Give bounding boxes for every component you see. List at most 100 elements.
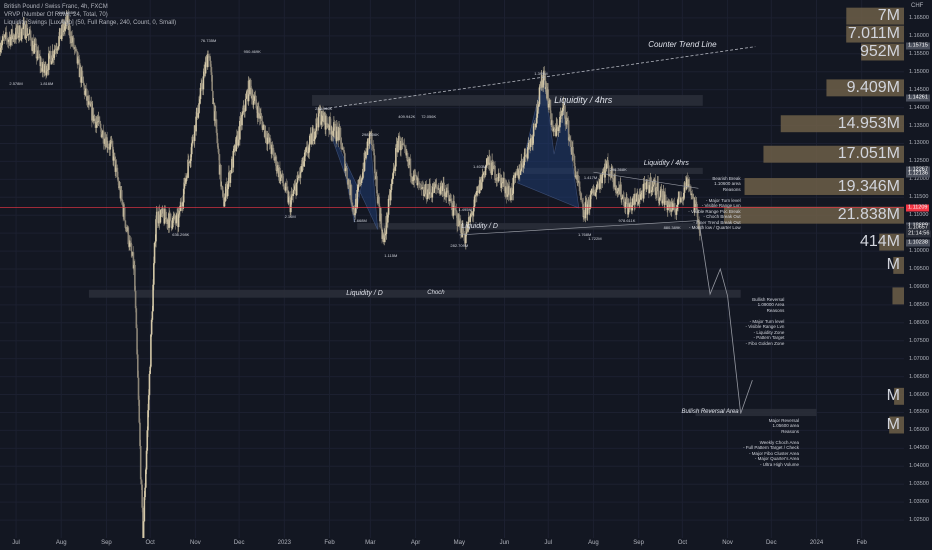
candle-body bbox=[145, 469, 147, 488]
pivot-label: 1.495M bbox=[458, 206, 472, 212]
time-tick: Mar bbox=[365, 540, 376, 546]
candle-body bbox=[465, 233, 467, 244]
reason-note: Major Reversal 1.05600 area Reasons Weekly… bbox=[739, 418, 799, 468]
candle-body bbox=[295, 182, 298, 196]
candle-body bbox=[645, 179, 648, 190]
candle-body bbox=[249, 79, 252, 88]
candle-body bbox=[138, 399, 141, 423]
candle-body bbox=[43, 69, 46, 73]
time-tick: Jul bbox=[544, 540, 553, 546]
candle-body bbox=[596, 184, 598, 188]
candle-body bbox=[332, 130, 334, 136]
candle-body bbox=[433, 183, 436, 193]
candle-body bbox=[84, 90, 87, 95]
candle-body bbox=[130, 242, 133, 251]
candle-body bbox=[521, 160, 523, 164]
candle-body bbox=[333, 122, 335, 131]
candle-body bbox=[112, 152, 115, 161]
candle-body bbox=[514, 172, 517, 178]
candle-body bbox=[529, 138, 532, 148]
reason-note-line: Major Reversal bbox=[768, 417, 800, 423]
candle-body bbox=[282, 173, 284, 184]
price-tick: 1.15000 bbox=[909, 68, 929, 75]
price-tick: 1.13000 bbox=[909, 140, 929, 147]
time-tick: Dec bbox=[233, 540, 245, 546]
candle-body bbox=[431, 192, 434, 198]
candle-body bbox=[535, 123, 537, 128]
candle-body bbox=[484, 166, 487, 176]
candle-body bbox=[141, 484, 143, 508]
candle-body bbox=[7, 39, 10, 42]
candle-body bbox=[148, 373, 151, 396]
candle-body bbox=[1, 41, 3, 46]
candle-body bbox=[387, 198, 390, 215]
candle-body bbox=[387, 214, 389, 223]
pivot-label: 978.611K bbox=[618, 217, 636, 223]
candle-body bbox=[378, 196, 380, 207]
reason-note-line: Bullish Reversal bbox=[752, 296, 785, 302]
volume-profile-bar bbox=[780, 115, 904, 133]
candle-body bbox=[590, 190, 593, 195]
indicator-liquidity-swings[interactable]: Liquidity Swings [LuxAlgo] (50, Full Ran… bbox=[4, 20, 177, 26]
candle-body bbox=[400, 140, 402, 151]
candle-body bbox=[13, 35, 15, 40]
candle-body bbox=[411, 177, 413, 181]
candle-body bbox=[567, 120, 570, 141]
volume-profile-bar bbox=[889, 416, 904, 434]
candle-body bbox=[627, 203, 630, 215]
price-badge: 1.10657 bbox=[906, 224, 930, 231]
candle-body bbox=[474, 194, 477, 197]
candle-body bbox=[17, 25, 20, 38]
candle-body bbox=[101, 134, 103, 138]
candle-body bbox=[485, 164, 488, 167]
candle-body bbox=[10, 36, 12, 46]
price-tick: 1.11500 bbox=[909, 194, 929, 201]
candle-body bbox=[527, 147, 529, 159]
candle-body bbox=[459, 220, 462, 233]
price-tick: 1.02500 bbox=[909, 517, 929, 524]
candle-body bbox=[50, 55, 52, 65]
candle-body bbox=[293, 189, 295, 194]
candle-body bbox=[661, 200, 664, 204]
candle-body bbox=[217, 148, 220, 155]
candle-body bbox=[510, 188, 513, 196]
candle-body bbox=[287, 195, 290, 203]
candle-body bbox=[145, 450, 148, 470]
candle-body bbox=[259, 113, 262, 119]
candle-body bbox=[95, 121, 98, 128]
candle-body bbox=[201, 89, 204, 90]
candle-body bbox=[339, 127, 342, 138]
candle-body bbox=[304, 152, 307, 153]
candle-body bbox=[383, 232, 385, 243]
time-tick: Oct bbox=[677, 540, 688, 546]
candle-body bbox=[686, 177, 689, 179]
indicator-vrvp[interactable]: VRVP (Number Of Rows, 24, Total, 70) bbox=[4, 12, 108, 18]
candle-body bbox=[409, 158, 412, 177]
candle-body bbox=[290, 194, 293, 201]
candle-body bbox=[143, 497, 146, 522]
candle-body bbox=[190, 143, 193, 155]
candle-body bbox=[293, 186, 296, 190]
candle-body bbox=[604, 163, 606, 178]
candle-body bbox=[285, 183, 288, 187]
candle-body bbox=[463, 233, 466, 241]
candle-body bbox=[436, 187, 439, 189]
price-axis[interactable] bbox=[904, 0, 932, 538]
candle-body bbox=[496, 178, 498, 181]
candle-body bbox=[202, 76, 205, 90]
pivot-label: 2.578M bbox=[9, 81, 23, 87]
candle-body bbox=[376, 176, 378, 194]
candle-body bbox=[171, 227, 173, 228]
candle-body bbox=[180, 202, 182, 212]
candle-body bbox=[524, 148, 527, 157]
candle-body bbox=[198, 99, 201, 104]
pivot-label: 880.389K bbox=[663, 224, 681, 230]
time-axis[interactable] bbox=[0, 538, 904, 550]
candle-body bbox=[320, 121, 323, 125]
candle-body bbox=[696, 203, 698, 211]
candle-body bbox=[204, 62, 207, 74]
candle-body bbox=[303, 161, 305, 167]
candle-body bbox=[5, 32, 8, 39]
candle-body bbox=[336, 126, 338, 142]
